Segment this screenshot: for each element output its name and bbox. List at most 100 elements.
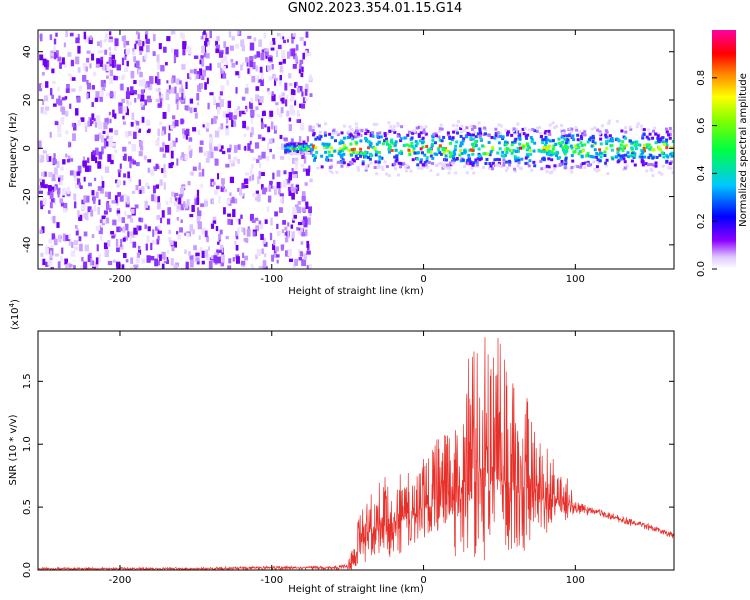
spectrogram-noise-cell — [281, 196, 284, 204]
spectrogram-band-cell — [328, 153, 332, 157]
spectrogram-band-cell — [474, 160, 478, 164]
spectrogram-noise-cell — [91, 102, 94, 107]
spectrogram-noise-cell — [76, 171, 81, 176]
spectrogram-noise-cell — [211, 255, 214, 260]
spectrogram-noise-cell — [268, 76, 273, 81]
spectrogram-noise-cell — [104, 191, 108, 197]
spectrogram-band-cell — [646, 128, 650, 132]
spectrogram-noise-cell — [100, 80, 105, 87]
spectrogram-noise-cell — [70, 59, 75, 67]
spectrogram-band-cell — [515, 132, 519, 136]
spectrogram-noise-cell — [147, 167, 150, 173]
spectrogram-band-cell — [599, 151, 603, 155]
spectrogram-band-cell — [590, 127, 594, 131]
spectrogram-noise-cell — [195, 252, 200, 257]
spectrogram-noise-cell — [86, 57, 90, 63]
spectrogram-noise-cell — [272, 185, 275, 190]
spectrogram-noise-cell — [135, 31, 139, 35]
spectrogram-band-cell — [477, 154, 481, 158]
spectrogram-noise-cell — [282, 220, 286, 225]
snr-x-tick-label: 100 — [566, 575, 585, 586]
spectrogram-band-cell — [391, 163, 395, 167]
spectrogram-band-cell — [456, 120, 460, 124]
spectrogram-band-cell — [419, 158, 423, 162]
spectrogram-band-cell — [480, 132, 484, 136]
spectrogram-band-cell — [624, 153, 628, 157]
spectrogram-band-cell — [649, 153, 653, 157]
spectrogram-noise-cell — [247, 68, 250, 74]
spectrogram-band-cell — [610, 139, 614, 143]
spectrogram-band-cell — [324, 122, 328, 126]
spectrogram-noise-cell — [130, 257, 134, 264]
spectrogram-noise-cell — [103, 38, 108, 43]
spectrogram-band-cell — [311, 153, 315, 157]
spectrogram-band-cell — [455, 124, 459, 128]
spectrogram-band-cell — [419, 147, 423, 151]
spectrogram-band-cell — [662, 142, 666, 146]
spectrogram-noise-cell — [146, 255, 151, 263]
spectrogram-band-cell — [642, 144, 646, 148]
spectrogram-noise-cell — [97, 206, 100, 215]
spectrogram-noise-cell — [154, 258, 159, 267]
spectrogram-noise-cell — [306, 265, 309, 269]
spectrogram-noise-cell — [258, 79, 262, 83]
spectrogram-band-cell — [545, 146, 549, 150]
spectrogram-band-cell — [555, 164, 559, 168]
spectrogram-noise-cell — [254, 217, 259, 221]
spectrogram-noise-cell — [233, 156, 238, 162]
spectrogram-noise-cell — [171, 77, 174, 84]
spectrogram-band-cell — [516, 122, 520, 126]
spectrogram-band-cell — [463, 150, 467, 154]
spectrogram-noise-cell — [301, 103, 306, 109]
spectrogram-noise-cell — [86, 82, 92, 90]
spectrogram-band-cell — [483, 152, 487, 156]
spectrogram-band-cell — [471, 163, 475, 167]
spectrogram-noise-cell — [294, 258, 299, 266]
spectrogram-noise-cell — [297, 87, 301, 93]
spectrogram-band-cell — [354, 154, 358, 158]
spectrogram-band-cell — [586, 152, 590, 156]
spectrogram-noise-cell — [106, 63, 110, 72]
spectrogram-noise-cell — [53, 38, 57, 45]
spectrogram-noise-cell — [275, 102, 279, 106]
spectrogram-noise-cell — [259, 96, 264, 103]
spectrogram-noise-cell — [104, 249, 110, 258]
spectrogram-noise-cell — [235, 87, 238, 94]
spectrogram-band-cell — [414, 131, 418, 135]
spectrogram-band-cell — [581, 149, 585, 153]
spectrogram-noise-cell — [124, 223, 129, 231]
spectrogram-noise-cell — [185, 261, 189, 269]
spectrogram-band-cell — [504, 160, 508, 164]
spectrogram-noise-cell — [113, 75, 116, 81]
spectrogram-noise-cell — [256, 114, 261, 118]
spectrogram-band-cell — [446, 131, 450, 135]
spectrogram-band-cell — [415, 142, 419, 146]
spectrogram-band-cell — [419, 131, 423, 135]
spectrogram-band-cell — [469, 124, 473, 128]
spectrogram-noise-cell — [222, 73, 227, 79]
spectrogram-band-cell — [376, 132, 380, 136]
spectrogram-band-cell — [293, 150, 297, 154]
spectrogram-band-cell — [451, 154, 455, 158]
spectrogram-noise-cell — [139, 94, 145, 102]
colorbar-ticks: 0.00.20.40.60.8 — [696, 70, 717, 277]
spectrogram-band-cell — [313, 154, 317, 158]
spectrogram-noise-cell — [233, 120, 237, 127]
spectrogram-band-cell — [533, 129, 537, 133]
spectrogram-noise-cell — [235, 244, 239, 251]
spectrogram-band-cell — [661, 136, 665, 140]
spectrogram-noise-cell — [62, 208, 67, 213]
spectrogram-noise-cell — [290, 89, 295, 98]
spectrogram-noise-cell — [180, 32, 184, 38]
spectrogram-noise-cell — [254, 142, 260, 149]
spectrogram-noise-cell — [77, 33, 80, 41]
spectrogram-noise-cell — [108, 47, 111, 51]
spectrogram-band-cell — [495, 163, 499, 167]
spectrogram-band-cell — [660, 151, 664, 155]
spectrogram-band-cell — [469, 148, 473, 152]
spectrogram-band-cell — [440, 139, 444, 143]
spectrogram-noise-cell — [61, 57, 65, 65]
spectrogram-band-cell — [376, 165, 380, 169]
spectrogram-band-cell — [323, 131, 327, 135]
spectrogram-band-cell — [560, 159, 564, 163]
